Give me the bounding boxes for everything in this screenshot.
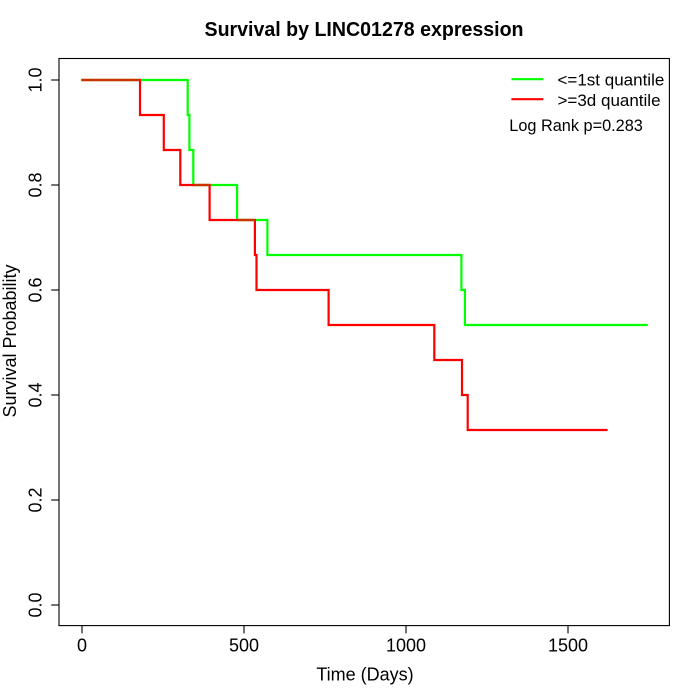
svg-text:Survival Probability: Survival Probability bbox=[0, 264, 20, 417]
svg-text:0.8: 0.8 bbox=[26, 172, 46, 197]
svg-text:Log Rank p=0.283: Log Rank p=0.283 bbox=[509, 117, 643, 135]
svg-text:0.4: 0.4 bbox=[26, 382, 46, 407]
svg-text:0.6: 0.6 bbox=[26, 277, 46, 302]
svg-text:Survival by LINC01278 expressi: Survival by LINC01278 expression bbox=[205, 19, 524, 41]
svg-text:1.0: 1.0 bbox=[26, 67, 46, 92]
svg-text:0.2: 0.2 bbox=[26, 487, 46, 512]
svg-text:<=1st quantile: <=1st quantile bbox=[558, 70, 665, 89]
svg-text:>=3d quantile: >=3d quantile bbox=[558, 91, 661, 110]
svg-text:Time (Days): Time (Days) bbox=[316, 665, 413, 685]
svg-text:1000: 1000 bbox=[386, 635, 426, 655]
svg-text:1500: 1500 bbox=[548, 635, 588, 655]
svg-text:500: 500 bbox=[229, 635, 259, 655]
svg-text:0.0: 0.0 bbox=[26, 592, 46, 617]
svg-text:0: 0 bbox=[77, 635, 87, 655]
